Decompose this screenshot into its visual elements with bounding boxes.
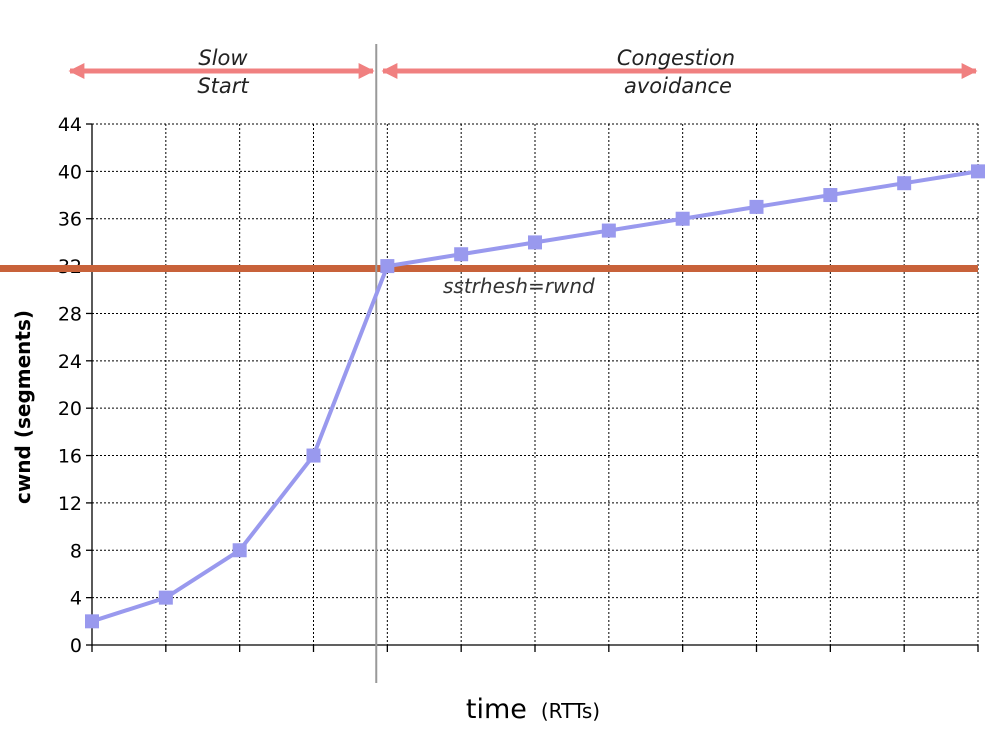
grid <box>92 123 979 645</box>
y-tick-label: 24 <box>58 351 82 373</box>
data-point <box>306 448 321 463</box>
data-point <box>528 235 542 250</box>
y-tick-label: 20 <box>58 398 82 420</box>
data-point <box>749 199 764 214</box>
y-tick-label: 40 <box>58 161 82 183</box>
threshold-label: sstrhesh=rwnd <box>443 274 595 298</box>
data-point <box>158 590 173 605</box>
y-tick-label: 16 <box>58 446 82 468</box>
y-tick-label: 44 <box>58 114 82 136</box>
data-point <box>454 247 469 262</box>
y-tick-label: 36 <box>58 209 82 231</box>
slow-start-label-line1: Slow <box>198 46 248 70</box>
y-tick-label: 4 <box>70 588 82 610</box>
x-axis-label-main: time <box>466 694 527 725</box>
data-point <box>85 614 99 629</box>
data-point <box>232 543 247 558</box>
y-tick-label: 0 <box>70 635 82 657</box>
data-point <box>823 188 838 203</box>
data-point <box>601 223 616 238</box>
series <box>85 164 985 629</box>
y-tick-label: 28 <box>58 303 82 325</box>
axes <box>91 124 979 652</box>
congestion-label-line1: Congestion <box>617 46 735 70</box>
congestion-label-line2: avoidance <box>624 74 732 98</box>
data-point <box>675 211 690 226</box>
data-point <box>380 259 395 274</box>
slow-start-label-line2: Start <box>197 74 249 98</box>
y-tick-label: 12 <box>58 493 82 515</box>
phase-labels: Slow Start Congestion avoidance <box>197 46 735 98</box>
y-axis-label: cwnd (segments) <box>11 310 35 504</box>
x-axis-label-unit: (RTTs) <box>541 699 600 723</box>
x-axis-label: time (RTTs) <box>466 694 600 725</box>
y-tick-label: 8 <box>70 540 82 562</box>
data-point <box>897 176 912 191</box>
data-point <box>971 164 985 179</box>
y-ticks: 048121620242832364044 <box>58 114 92 657</box>
